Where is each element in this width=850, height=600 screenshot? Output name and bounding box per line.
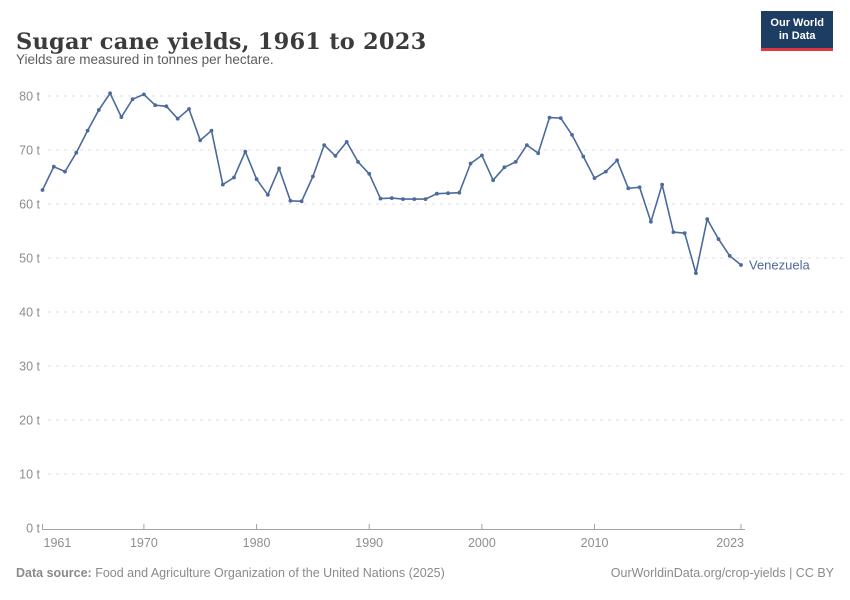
data-point [671, 230, 676, 235]
data-point [649, 219, 653, 224]
data-point [277, 166, 281, 171]
data-point [434, 191, 439, 196]
x-tick-label: 1970 [130, 536, 158, 550]
data-point [401, 197, 405, 202]
data-point [525, 143, 529, 148]
data-point [513, 160, 518, 164]
data-point [40, 188, 45, 192]
data-point [51, 164, 56, 169]
data-point [119, 115, 124, 119]
data-point [142, 92, 146, 97]
series-label-venezuela: Venezuela [749, 258, 810, 273]
data-point [739, 263, 743, 267]
y-tick-label: 50 t [19, 252, 40, 266]
data-point [468, 161, 473, 166]
data-point [716, 237, 721, 242]
data-point [187, 107, 191, 111]
owid-logo-line1: Our World [770, 17, 824, 29]
data-point [311, 174, 315, 179]
data-point [536, 151, 541, 156]
data-point [367, 171, 372, 176]
data-point [637, 185, 642, 190]
data-point [705, 217, 710, 222]
data-point [175, 116, 180, 121]
data-point [727, 253, 732, 258]
data-point [356, 160, 360, 164]
data-point [603, 169, 608, 174]
data-point [682, 231, 687, 236]
data-point [108, 91, 112, 96]
data-point [198, 138, 203, 143]
data-point [220, 182, 225, 187]
data-point [694, 271, 698, 275]
data-point [626, 186, 631, 191]
x-tick-label: 1961 [44, 536, 72, 550]
data-point [232, 175, 236, 180]
data-point [378, 196, 383, 201]
y-tick-label: 30 t [19, 360, 40, 374]
y-tick-label: 20 t [19, 414, 40, 428]
y-tick-label: 10 t [19, 468, 40, 482]
owid-logo-line2: in Data [778, 30, 816, 43]
footer-source-label: Data source: [16, 566, 92, 580]
data-point [288, 198, 293, 203]
chart-subtitle: Yields are measured in tonnes per hectar… [16, 52, 274, 67]
data-point [457, 190, 462, 195]
data-point [299, 199, 304, 204]
data-point [96, 108, 101, 112]
data-point [423, 197, 428, 202]
data-point [615, 158, 619, 163]
data-point [389, 196, 394, 201]
data-point [153, 103, 158, 108]
data-point [265, 192, 270, 197]
data-point [74, 150, 79, 155]
x-tick-label: 1980 [243, 536, 271, 550]
x-tick-label: 2023 [716, 536, 744, 550]
data-point [502, 165, 507, 170]
venezuela-line [41, 92, 742, 274]
data-point [254, 177, 259, 182]
data-point [660, 182, 664, 187]
footer-source-text: Food and Agriculture Organization of the… [95, 566, 445, 580]
data-point [581, 154, 586, 159]
data-point [412, 197, 417, 202]
data-point [130, 97, 135, 102]
footer-credit-link[interactable]: OurWorldinData.org/crop-yields | CC BY [610, 566, 834, 580]
y-tick-label: 40 t [19, 306, 40, 320]
data-point [322, 143, 327, 148]
chart-svg: 0 t 10 t 20 t 30 t 40 t 50 t 60 t 70 t 80 t 1961 1… [19, 90, 843, 550]
data-point [547, 115, 552, 120]
y-tick-label: 70 t [19, 144, 40, 158]
data-point [209, 128, 214, 133]
data-point [592, 176, 597, 181]
page-title: Sugar cane yields, 1961 to 2023 [16, 29, 427, 56]
x-tick-label: 2000 [468, 536, 496, 550]
data-point [446, 191, 450, 196]
data-point [333, 154, 338, 158]
data-point [480, 153, 484, 158]
x-tick-label: 1990 [355, 536, 383, 550]
footer-source: Data source: Food and Agriculture Organi… [16, 566, 445, 580]
data-point [558, 116, 563, 120]
data-point [491, 178, 495, 183]
chart-footer: Data source: Food and Agriculture Organi… [16, 566, 834, 580]
owid-logo[interactable]: Our World in Data [761, 11, 833, 52]
data-point [570, 133, 574, 137]
data-point [243, 149, 248, 154]
y-tick-label: 80 t [19, 90, 40, 104]
data-point [344, 140, 349, 144]
data-point [164, 104, 169, 109]
data-point [63, 169, 67, 174]
y-tick-label: 0 t [26, 522, 40, 536]
x-tick-label: 2010 [581, 536, 609, 550]
y-tick-label: 60 t [19, 198, 40, 212]
data-point [85, 128, 90, 133]
